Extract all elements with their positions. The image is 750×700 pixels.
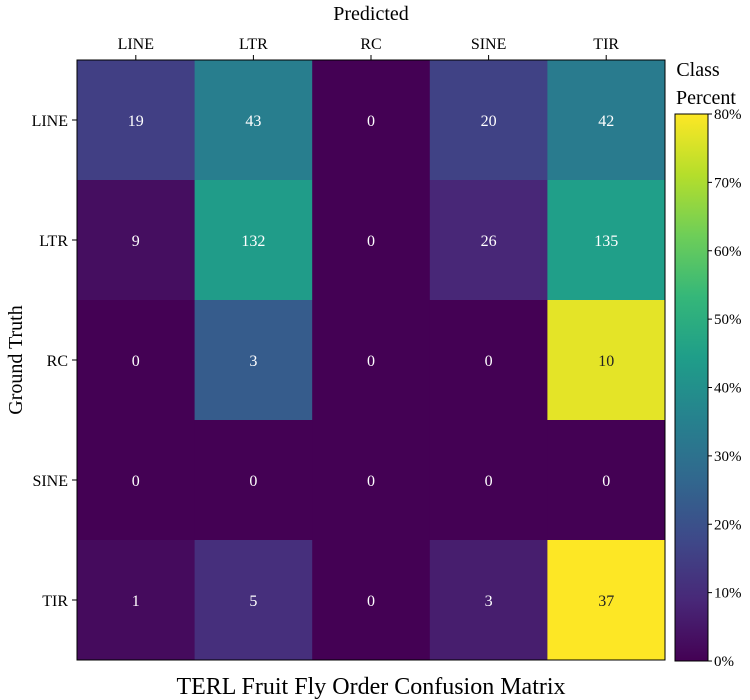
y-tick-label-line: LINE xyxy=(32,113,68,130)
cell-value-label: 0 xyxy=(602,473,610,490)
cell-value-label: 37 xyxy=(598,593,614,610)
colorbar-tick-label: 0% xyxy=(714,654,734,670)
y-tick-label-tir: TIR xyxy=(42,593,68,610)
cell-rc-sine xyxy=(429,300,548,421)
colorbar xyxy=(674,113,709,662)
x-axis-ticks: LINE LTR RC SINE TIR xyxy=(118,36,619,60)
cell-value-label: 20 xyxy=(481,113,497,130)
cell-value-label: 0 xyxy=(485,353,493,370)
colorbar-ticks: 0% 10% 20% 30% 40% 50% 60% 70% 80% xyxy=(708,107,742,670)
colorbar-label-line-2: Percent xyxy=(676,87,736,109)
cell-value-label: 0 xyxy=(367,353,375,370)
y-tick-label-ltr: LTR xyxy=(39,233,68,250)
cell-value-label: 0 xyxy=(367,233,375,250)
colorbar-tick-label: 40% xyxy=(714,381,742,397)
colorbar-label-line-1: Class xyxy=(676,59,720,81)
cell-value-label: 1 xyxy=(132,593,140,610)
cell-ltr-sine xyxy=(429,180,548,301)
cell-line-tir xyxy=(547,60,666,181)
y-axis-label: Ground Truth xyxy=(5,305,27,414)
cell-rc-line xyxy=(77,300,196,421)
colorbar-tick-label: 20% xyxy=(714,517,742,533)
colorbar-tick-label: 80% xyxy=(714,107,742,123)
cell-tir-ltr xyxy=(194,540,313,661)
y-tick-label-sine: SINE xyxy=(32,473,68,490)
cell-tir-rc xyxy=(312,540,431,661)
cell-value-label: 0 xyxy=(367,473,375,490)
cell-value-label: 0 xyxy=(367,593,375,610)
colorbar-tick-label: 70% xyxy=(714,175,742,191)
heatmap-cell-labels: 19 43 0 20 42 9 132 0 26 135 0 3 0 0 10 0 0 0 0 0 1 5 0 3 37 xyxy=(128,113,618,610)
cell-rc-tir xyxy=(547,300,666,421)
cell-value-label: 0 xyxy=(132,473,140,490)
cell-line-line xyxy=(77,60,196,181)
cell-rc-ltr xyxy=(194,300,313,421)
x-tick-label-line: LINE xyxy=(118,36,154,53)
cell-line-sine xyxy=(429,60,548,181)
colorbar-tick-label: 30% xyxy=(714,449,742,465)
cell-value-label: 5 xyxy=(249,593,257,610)
colorbar-tick-label: 60% xyxy=(714,244,742,260)
cell-ltr-ltr xyxy=(194,180,313,301)
cell-line-rc xyxy=(312,60,431,181)
cell-value-label: 26 xyxy=(481,233,497,250)
cell-value-label: 10 xyxy=(598,353,614,370)
y-axis-ticks: LINE LTR RC SINE TIR xyxy=(32,113,77,610)
cell-tir-line xyxy=(77,540,196,661)
x-tick-label-sine: SINE xyxy=(471,36,507,53)
cell-value-label: 19 xyxy=(128,113,144,130)
cell-value-label: 3 xyxy=(249,353,257,370)
cell-sine-rc xyxy=(312,420,431,541)
cell-sine-line xyxy=(77,420,196,541)
cell-tir-tir xyxy=(547,540,666,661)
cell-value-label: 0 xyxy=(367,113,375,130)
cell-value-label: 42 xyxy=(598,113,614,130)
cell-value-label: 0 xyxy=(249,473,257,490)
cell-ltr-tir xyxy=(547,180,666,301)
x-tick-label-ltr: LTR xyxy=(239,36,268,53)
cell-ltr-rc xyxy=(312,180,431,301)
cell-line-ltr xyxy=(194,60,313,181)
cell-value-label: 43 xyxy=(245,113,261,130)
cell-value-label: 9 xyxy=(132,233,140,250)
chart-title: TERL Fruit Fly Order Confusion Matrix xyxy=(176,674,565,700)
x-axis-label: Predicted xyxy=(333,3,409,25)
cell-rc-rc xyxy=(312,300,431,421)
cell-tir-sine xyxy=(429,540,548,661)
y-tick-label-rc: RC xyxy=(47,353,68,370)
cell-sine-ltr xyxy=(194,420,313,541)
cell-sine-tir xyxy=(547,420,666,541)
colorbar-tick-label: 10% xyxy=(714,586,742,602)
cell-sine-sine xyxy=(429,420,548,541)
cell-value-label: 135 xyxy=(594,233,618,250)
cell-value-label: 3 xyxy=(485,593,493,610)
cell-value-label: 0 xyxy=(485,473,493,490)
x-tick-label-rc: RC xyxy=(360,36,381,53)
cell-value-label: 132 xyxy=(241,233,265,250)
heatmap-cells xyxy=(77,60,666,661)
cell-ltr-line xyxy=(77,180,196,301)
colorbar-tick-label: 50% xyxy=(714,312,742,328)
cell-value-label: 0 xyxy=(132,353,140,370)
x-tick-label-tir: TIR xyxy=(593,36,619,53)
